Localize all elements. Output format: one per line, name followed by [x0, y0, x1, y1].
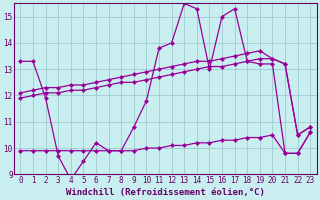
- X-axis label: Windchill (Refroidissement éolien,°C): Windchill (Refroidissement éolien,°C): [66, 188, 265, 197]
